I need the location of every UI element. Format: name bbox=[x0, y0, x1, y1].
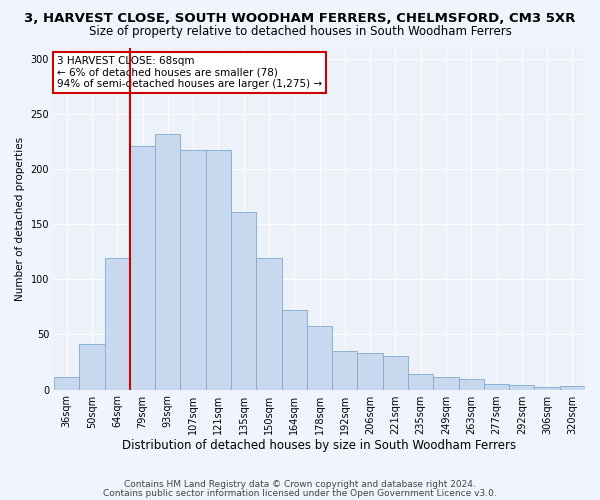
Bar bbox=[54, 378, 79, 390]
Text: 3 HARVEST CLOSE: 68sqm
← 6% of detached houses are smaller (78)
94% of semi-deta: 3 HARVEST CLOSE: 68sqm ← 6% of detached … bbox=[56, 56, 322, 90]
Bar bbox=[307, 326, 332, 390]
Bar bbox=[535, 388, 560, 390]
Bar bbox=[383, 356, 408, 390]
Bar bbox=[484, 384, 509, 390]
Bar bbox=[433, 378, 458, 390]
Y-axis label: Number of detached properties: Number of detached properties bbox=[15, 136, 25, 300]
Bar bbox=[155, 134, 181, 390]
Bar bbox=[281, 310, 307, 390]
Bar bbox=[104, 258, 130, 390]
Bar bbox=[79, 344, 104, 390]
Bar bbox=[509, 385, 535, 390]
Bar bbox=[358, 353, 383, 390]
Bar bbox=[231, 212, 256, 390]
Bar bbox=[181, 150, 206, 390]
Bar bbox=[130, 146, 155, 390]
Bar bbox=[560, 386, 585, 390]
Bar bbox=[256, 258, 281, 390]
Text: Contains HM Land Registry data © Crown copyright and database right 2024.: Contains HM Land Registry data © Crown c… bbox=[124, 480, 476, 489]
Text: Contains public sector information licensed under the Open Government Licence v3: Contains public sector information licen… bbox=[103, 490, 497, 498]
Bar bbox=[458, 378, 484, 390]
Text: 3, HARVEST CLOSE, SOUTH WOODHAM FERRERS, CHELMSFORD, CM3 5XR: 3, HARVEST CLOSE, SOUTH WOODHAM FERRERS,… bbox=[25, 12, 575, 26]
X-axis label: Distribution of detached houses by size in South Woodham Ferrers: Distribution of detached houses by size … bbox=[122, 440, 517, 452]
Bar bbox=[332, 351, 358, 390]
Text: Size of property relative to detached houses in South Woodham Ferrers: Size of property relative to detached ho… bbox=[89, 25, 511, 38]
Bar bbox=[206, 150, 231, 390]
Bar bbox=[408, 374, 433, 390]
